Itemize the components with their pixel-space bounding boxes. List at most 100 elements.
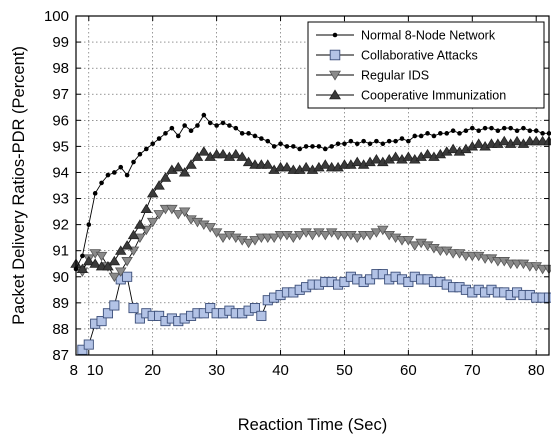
legend-entry-normal-8-node-network: Normal 8-Node Network [316,29,496,43]
y-tick-label: 90 [52,269,69,286]
data-point-normal-8-node-network [495,128,501,134]
data-point-regular-ids [408,241,421,251]
data-point-cooperative-immunization [389,151,402,161]
data-point-normal-8-node-network [239,131,245,136]
data-point-cooperative-immunization [198,146,210,156]
data-point-cooperative-immunization [159,172,172,182]
data-point-cooperative-immunization [178,167,191,177]
data-point-collaborative-attacks [339,276,350,288]
data-point-regular-ids [210,228,223,238]
data-point-regular-ids [217,233,229,244]
data-point-collaborative-attacks [198,308,209,319]
data-point-collaborative-attacks [256,310,267,321]
x-tick-label: 70 [464,362,481,379]
data-point-collaborative-attacks [83,339,94,350]
y-tick-label: 87 [52,347,69,364]
data-point-normal-8-node-network [329,144,334,149]
data-point-collaborative-attacks [377,269,388,280]
y-tick-label: 93 [52,191,69,208]
data-point-normal-8-node-network [131,159,136,165]
data-point-cooperative-immunization [242,156,255,167]
data-point-normal-8-node-network [112,170,117,175]
data-point-regular-ids [319,230,332,241]
x-tick-label: 10 [87,362,104,379]
data-point-normal-8-node-network [169,125,175,131]
data-point-normal-8-node-network [367,141,373,147]
series-layer [70,112,551,355]
data-point-normal-8-node-network [501,125,507,131]
data-point-regular-ids [95,251,108,262]
data-point-normal-8-node-network [214,123,219,128]
data-point-regular-ids [166,204,178,215]
data-point-cooperative-immunization [185,159,197,169]
series-cooperative-immunization [70,135,551,274]
data-point-collaborative-attacks [403,276,414,288]
data-point-regular-ids [249,236,261,246]
data-point-normal-8-node-network [284,144,290,149]
data-point-normal-8-node-network [438,131,443,136]
data-point-normal-8-node-network [348,138,354,144]
data-point-regular-ids [370,228,383,238]
data-point-cooperative-immunization [447,143,459,154]
axis-ticks: 87 88 89 90 91 92 93 94 95 96 97 98 99 100 8 10 20 30 40 50… [44,8,549,379]
y-tick-label: 99 [52,34,69,51]
data-point-regular-ids [242,238,255,249]
y-tick-label: 98 [52,60,69,77]
legend-label: Collaborative Attacks [361,49,478,63]
data-point-normal-8-node-network [80,253,85,259]
data-point-normal-8-node-network [278,141,283,147]
y-tick-label: 100 [44,8,69,25]
data-point-cooperative-immunization [402,151,415,161]
data-point-normal-8-node-network [163,131,168,136]
data-point-normal-8-node-network [342,141,347,147]
x-tick-label: 40 [272,362,289,379]
legend-entry-cooperative-immunization: Cooperative Immunization [316,89,506,103]
data-point-cooperative-immunization [140,203,153,214]
data-point-cooperative-immunization [121,240,133,250]
data-point-regular-ids [146,217,159,228]
data-point-normal-8-node-network [380,141,386,147]
data-point-normal-8-node-network [482,125,488,131]
data-point-normal-8-node-network [521,125,526,131]
data-point-normal-8-node-network [418,133,424,139]
data-point-cooperative-immunization [498,135,511,146]
data-point-normal-8-node-network [265,138,271,144]
data-point-cooperative-immunization [153,180,165,190]
series-collaborative-attacks [77,269,551,355]
y-tick-label: 94 [52,164,69,181]
data-point-normal-8-node-network [252,133,258,139]
data-point-normal-8-node-network [431,133,437,139]
data-point-normal-8-node-network [86,222,92,227]
data-point-collaborative-attacks [249,303,261,314]
data-point-normal-8-node-network [412,133,418,139]
data-point-normal-8-node-network [310,144,315,149]
data-point-collaborative-attacks [154,310,165,321]
y-tick-label: 96 [52,112,69,129]
data-point-normal-8-node-network [271,144,277,149]
data-point-normal-8-node-network [150,141,156,147]
data-point-normal-8-node-network [374,138,379,144]
legend: Normal 8-Node Network Collaborative Attac… [307,21,545,109]
data-point-cooperative-immunization [261,159,274,169]
data-point-normal-8-node-network [124,172,130,178]
legend-marker [332,32,338,38]
data-point-cooperative-immunization [102,260,114,271]
y-tick-label: 91 [52,243,69,260]
x-tick-label: 50 [336,362,353,379]
x-axis-title: Reaction Time (Sec) [238,416,387,434]
series-line-normal-8-node-network [75,114,549,270]
y-tick-label: 92 [52,217,69,234]
data-point-normal-8-node-network [463,128,469,134]
data-point-normal-8-node-network [227,123,232,128]
legend-label: Normal 8-Node Network [361,29,496,43]
data-point-cooperative-immunization [351,156,364,167]
data-point-cooperative-immunization [319,159,332,169]
data-point-normal-8-node-network [105,172,111,178]
data-point-normal-8-node-network [137,151,143,157]
data-point-normal-8-node-network [457,131,462,136]
data-point-regular-ids [114,267,127,277]
data-point-cooperative-immunization [114,245,127,255]
data-point-normal-8-node-network [540,131,545,136]
x-tick-label: 60 [400,362,417,379]
data-point-cooperative-immunization [217,148,229,159]
